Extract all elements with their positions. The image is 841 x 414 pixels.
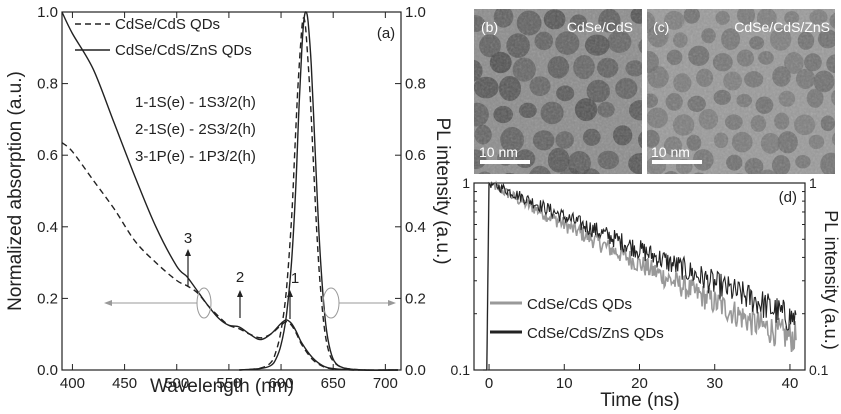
marker-arrowhead-2 <box>237 290 243 297</box>
y-tick-label-a: 0.6 <box>37 147 58 164</box>
x-tick-label-a: 700 <box>373 375 398 392</box>
series-line-a-absorption-cdse-cds-zns <box>61 11 398 371</box>
series-line-d-cdse-cds-zns <box>483 181 797 371</box>
y-tick-label-a: 0.4 <box>37 219 58 236</box>
y2-axis-title-a: PL intensity (a.u.) <box>432 117 453 264</box>
legend-label-d-cdse-cds-zns: CdSe/CdS/ZnS QDs <box>527 325 664 342</box>
transition-label-3: 3-1P(e) - 1P3/2(h) <box>135 148 256 165</box>
marker-label-2: 2 <box>236 269 244 286</box>
tem-scale-text-c: 10 nm <box>651 144 690 160</box>
x-tick-label-a: 650 <box>321 375 346 392</box>
y2-tick-label-a: 0.0 <box>405 362 426 379</box>
marker-arrowhead-1 <box>287 290 293 297</box>
legend-label-d-cdse-cds: CdSe/CdS QDs <box>527 296 632 313</box>
tem-noise-c <box>647 9 835 174</box>
legend-label-cdse-cds: CdSe/CdS QDs <box>115 16 220 33</box>
pl-decay-chart: 0 10 20 30 40 0.1 0.1 1 1 Time (ns) PL intensity… <box>451 175 841 411</box>
y-tick-label-right-d: 1 <box>809 175 817 191</box>
transition-label-2: 2-1S(e) - 2S3/2(h) <box>135 121 256 138</box>
marker-arrowhead-3 <box>185 249 191 256</box>
y-axis-title-a: Normalized absorption (a.u.) <box>5 71 26 311</box>
y2-tick-label-a: 1.0 <box>405 4 426 21</box>
right-axis-indicator-ellipse <box>322 287 340 319</box>
tem-particle <box>693 172 704 174</box>
panel-label-a: (a) <box>377 25 395 42</box>
tem-particle <box>642 172 662 192</box>
x-tick-label-a: 600 <box>269 375 294 392</box>
tem-particle <box>837 151 841 168</box>
y-tick-label-a: 0.8 <box>37 76 58 93</box>
marker-label-1: 1 <box>291 270 299 287</box>
series-line-a-pl-cdse-cds <box>239 17 398 371</box>
axis-ticks-a: 400 450 500 550 600 650 700 0.0 0.2 0.4 0.6 0.8 1.0 0… <box>37 4 426 392</box>
plot-frame-a <box>61 11 402 371</box>
tem-panel-label-b: (b) <box>481 19 498 35</box>
tem-particle <box>613 177 631 196</box>
tem-particle <box>478 171 491 174</box>
y2-tick-label-a: 0.2 <box>405 290 426 307</box>
x-tick-label-a: 550 <box>216 375 241 392</box>
series-line-d-cdse-cds <box>483 180 797 371</box>
x-tick-label-d: 40 <box>782 375 799 392</box>
x-tick-label-a: 450 <box>112 375 137 392</box>
axis-ticks-d: 0 10 20 30 40 0.1 0.1 1 1 <box>451 175 829 392</box>
tem-scale-bar-c <box>652 160 702 164</box>
curves-a <box>61 11 398 371</box>
tem-panel-label-c: (c) <box>653 19 669 35</box>
marker-label-3: 3 <box>184 230 192 247</box>
series-line-a-pl-cdse-cds-zns <box>239 11 398 371</box>
y-axis-title-d: PL intensity (a.u.) <box>821 210 841 349</box>
y-tick-label-right-d: 0.1 <box>809 362 829 378</box>
series-line-a-absorption-cdse-cds <box>61 142 398 371</box>
tem-particle <box>830 172 835 174</box>
y-tick-label-d: 1 <box>462 175 470 191</box>
y2-tick-label-a: 0.6 <box>405 147 426 164</box>
left-axis-indicator-ellipse <box>196 287 212 319</box>
x-axis-title-d: Time (ns) <box>600 390 680 411</box>
absorption-pl-chart: 400 450 500 550 600 650 700 0.0 0.2 0.4 0.6 0.8 1.0 0… <box>5 4 453 397</box>
y-tick-label-d: 0.1 <box>451 362 471 378</box>
tem-caption-c: CdSe/CdS/ZnS <box>734 19 830 35</box>
y-tick-label-a: 0.2 <box>37 290 58 307</box>
y-tick-label-a: 1.0 <box>37 4 58 21</box>
x-tick-label-d: 10 <box>556 375 573 392</box>
x-tick-label-d: 0 <box>485 375 493 392</box>
tem-image-cdse-cds: (b) CdSe/CdS 10 nm <box>474 9 662 196</box>
tem-caption-b: CdSe/CdS <box>567 19 633 35</box>
left-axis-indicator-head <box>104 300 112 306</box>
tem-noise-b <box>474 9 642 174</box>
x-tick-label-a: 500 <box>164 375 189 392</box>
tem-image-cdse-cds-zns: (c) CdSe/CdS/ZnS 10 nm <box>634 9 841 192</box>
y2-tick-label-a: 0.8 <box>405 76 426 93</box>
legend-label-cdse-cds-zns: CdSe/CdS/ZnS QDs <box>115 42 252 59</box>
transition-label-1: 1-1S(e) - 1S3/2(h) <box>135 94 256 111</box>
x-tick-label-a: 400 <box>60 375 85 392</box>
x-tick-label-d: 30 <box>706 375 723 392</box>
panel-label-d: (d) <box>779 189 797 206</box>
tem-scale-text-b: 10 nm <box>479 144 518 160</box>
right-axis-indicator-head <box>388 300 396 306</box>
curves-d <box>483 180 797 371</box>
tem-scale-bar-b <box>480 160 530 164</box>
y-tick-label-a: 0.0 <box>37 362 58 379</box>
tem-particle <box>634 177 652 192</box>
y2-tick-label-a: 0.4 <box>405 219 426 236</box>
x-axis-title-a: Wavelength (nm) <box>150 376 294 397</box>
x-tick-label-d: 20 <box>631 375 648 392</box>
